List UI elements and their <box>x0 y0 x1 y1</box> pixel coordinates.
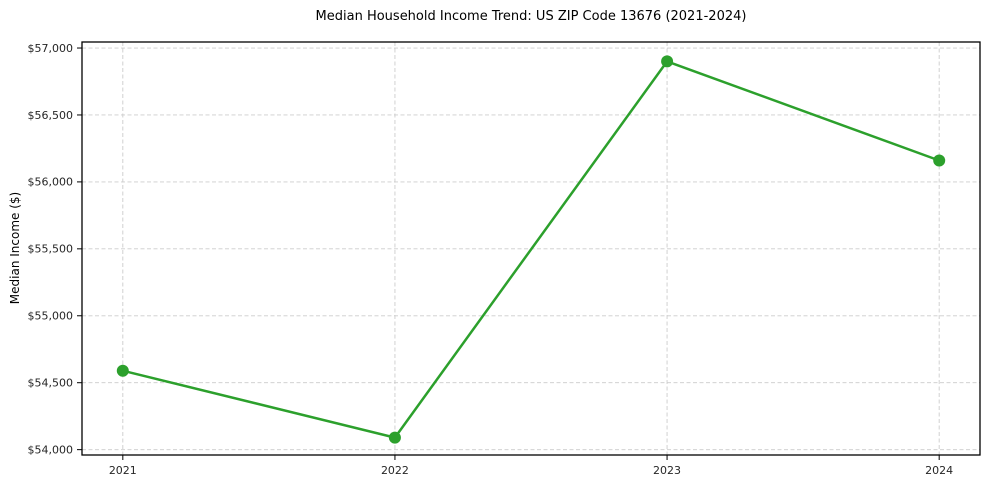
x-tick-label: 2021 <box>109 464 137 477</box>
y-tick-label: $54,000 <box>28 443 74 456</box>
y-tick-label: $54,500 <box>28 377 74 390</box>
y-tick-label: $57,000 <box>28 42 74 55</box>
trend-line <box>121 60 941 439</box>
y-tick-label: $56,000 <box>28 176 74 189</box>
data-point-2021 <box>116 364 129 377</box>
data-point-2024 <box>933 154 946 167</box>
y-tick-label: $55,500 <box>28 243 74 256</box>
y-tick-label: $55,000 <box>28 310 74 323</box>
x-tick-label: 2022 <box>381 464 409 477</box>
chart-title: Median Household Income Trend: US ZIP Co… <box>315 9 747 24</box>
x-tick-label: 2024 <box>925 464 953 477</box>
x-tick-label: 2023 <box>653 464 681 477</box>
data-point-2023 <box>661 55 674 68</box>
data-point-2022 <box>388 431 401 444</box>
y-tick-label: $56,500 <box>28 109 74 122</box>
